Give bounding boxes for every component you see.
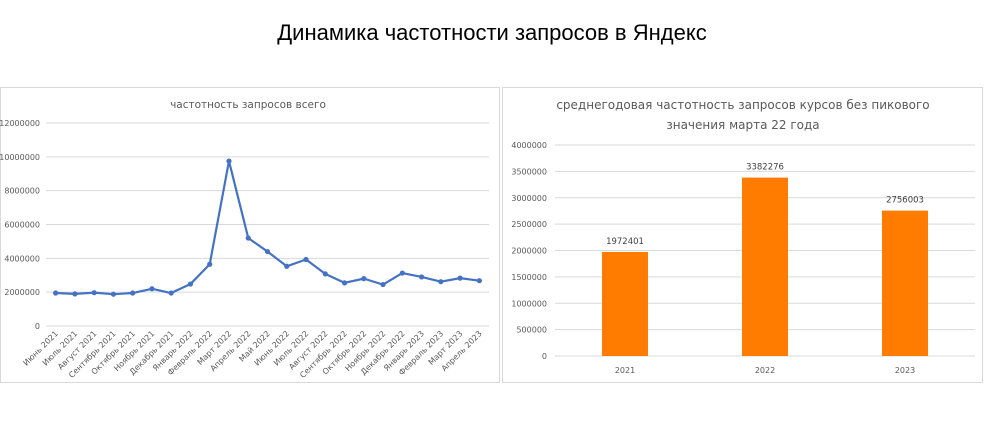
line-y-tick-label: 0 (35, 322, 40, 331)
bar-y-tick-label: 0 (542, 352, 547, 361)
line-y-tick-label: 10000000 (0, 153, 40, 162)
bar-y-tick-label: 1000000 (511, 299, 547, 308)
bar-chart-panel: среднегодовая частотность запросов курсо… (502, 87, 983, 383)
bar-chart-title-line-1: среднегодовая частотность запросов курсо… (556, 98, 929, 112)
line-point (264, 248, 271, 255)
line-point (438, 279, 444, 285)
bar-y-tick-label: 1500000 (511, 273, 547, 282)
bar-y-tick-label: 3500000 (511, 167, 547, 176)
line-point (476, 278, 482, 284)
line-point (207, 261, 213, 267)
line-chart-title: частотность запросов всего (170, 99, 326, 111)
line-y-tick-label: 2000000 (4, 288, 40, 297)
line-point (303, 256, 309, 263)
bar (882, 210, 928, 356)
line-point (457, 275, 463, 281)
bar-data-label: 3382276 (746, 163, 784, 173)
bar-y-tick-label: 4000000 (511, 141, 547, 150)
line-point (226, 158, 232, 164)
line-point (110, 291, 117, 297)
line-point (130, 290, 136, 296)
bar-x-tick-label: 2023 (895, 366, 915, 375)
line-point (322, 271, 328, 277)
line-point (418, 274, 425, 280)
line-point (399, 270, 405, 276)
line-chart-panel: частотность запросов всего 0 2000000 40000… (0, 87, 500, 383)
bar-y-tick-label: 3000000 (511, 194, 547, 203)
line-point (53, 290, 59, 296)
line-point (72, 291, 78, 297)
line-y-tick-label: 8000000 (4, 187, 40, 196)
bar-y-tick-label: 500000 (516, 326, 547, 335)
line-chart: частотность запросов всего 0 2000000 40000… (0, 99, 489, 380)
bar-y-tick-label: 2000000 (511, 247, 547, 256)
bar (602, 251, 648, 356)
page-title: Динамика частотности запросов в Яндекс (277, 20, 707, 45)
bar-chart: среднегодовая частотность запросов курсо… (511, 98, 975, 375)
line-y-tick-label: 4000000 (4, 254, 40, 263)
bar (742, 177, 788, 356)
line-point (187, 281, 194, 287)
line-y-tick-label: 6000000 (4, 221, 40, 230)
bar-data-label: 1972401 (606, 237, 644, 247)
line-y-tick-label: 12000000 (0, 119, 40, 128)
line-point (91, 290, 97, 296)
line-point (380, 281, 386, 288)
line-point (341, 280, 348, 286)
bar-y-tick-label: 2500000 (511, 220, 547, 229)
line-point (245, 235, 251, 241)
bar-chart-title-line-2: значения марта 22 года (666, 118, 819, 132)
line-point (284, 263, 290, 269)
line-point (149, 286, 155, 292)
line-point (361, 276, 367, 282)
line-series (55, 159, 480, 296)
bar-x-tick-label: 2022 (755, 366, 775, 375)
line-point (168, 290, 174, 296)
bar-x-tick-label: 2021 (615, 366, 635, 375)
bar-data-label: 2756003 (886, 196, 924, 206)
